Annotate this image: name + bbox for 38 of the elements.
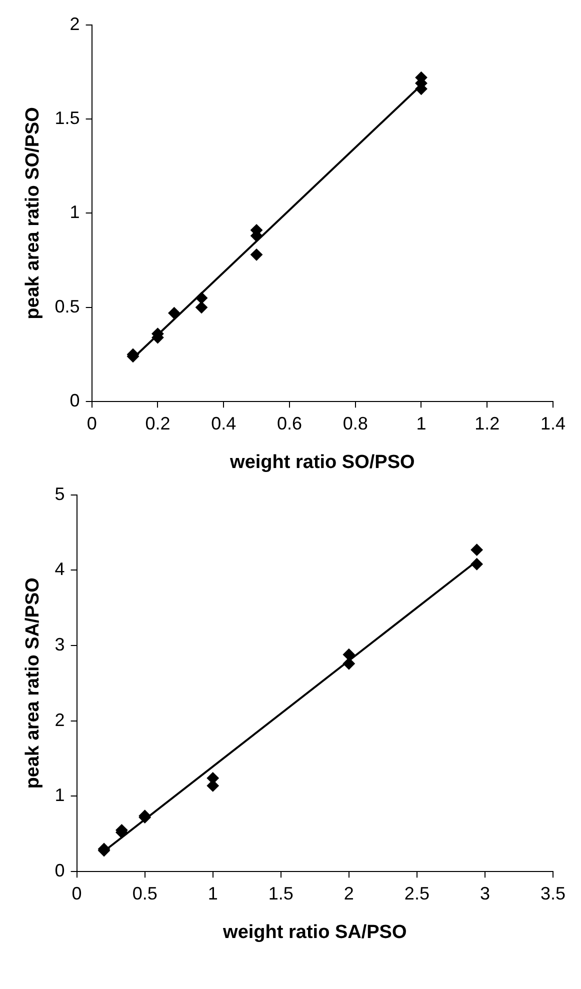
x-tick-label: 1 — [208, 883, 218, 904]
point — [168, 307, 180, 320]
x-tick-label: 0.8 — [342, 413, 368, 434]
x-tick-label: 3.5 — [540, 883, 566, 904]
y-tick-label: 4 — [54, 559, 65, 580]
x-tick-label: 1.4 — [540, 413, 566, 434]
y-tick-label: 0.5 — [54, 296, 80, 316]
point — [196, 301, 208, 314]
x-tick-label: 0.6 — [276, 413, 302, 434]
y-tick-label: 1 — [54, 785, 65, 806]
y-tick-label: 2 — [70, 14, 80, 34]
point — [250, 248, 263, 261]
y-tick-label: 1.5 — [54, 108, 80, 128]
point — [342, 658, 355, 670]
x-axis-title: weight ratio SA/PSO — [222, 922, 407, 943]
y-tick-label: 2 — [54, 710, 65, 730]
x-tick-label: 1 — [416, 413, 426, 434]
y-tick-label: 0 — [70, 390, 80, 411]
x-tick-label: 0 — [86, 413, 97, 434]
point — [470, 558, 483, 570]
x-tick-label: 2.5 — [404, 883, 430, 904]
y-tick-label: 5 — [54, 484, 65, 504]
x-tick-label: 2 — [344, 883, 354, 904]
point — [470, 544, 483, 556]
y-tick-label: 0 — [54, 860, 65, 881]
y-tick-label: 3 — [54, 634, 65, 654]
x-tick-label: 0.5 — [132, 883, 158, 904]
point — [196, 292, 208, 304]
y-tick-label: 1 — [70, 202, 80, 222]
y-axis-title: peak area ratio SA/PSO — [22, 578, 44, 789]
x-tick-label: 0.2 — [145, 413, 170, 434]
x-tick-label: 1.5 — [268, 883, 294, 904]
y-axis-title: peak area ratio SO/PSO — [22, 107, 44, 320]
x-tick-label: 1.2 — [474, 413, 500, 434]
x-tick-label: 3 — [480, 883, 490, 904]
x-axis-title: weight ratio SO/PSO — [229, 452, 415, 473]
x-tick-label: 0.4 — [211, 413, 236, 434]
point — [342, 648, 355, 661]
